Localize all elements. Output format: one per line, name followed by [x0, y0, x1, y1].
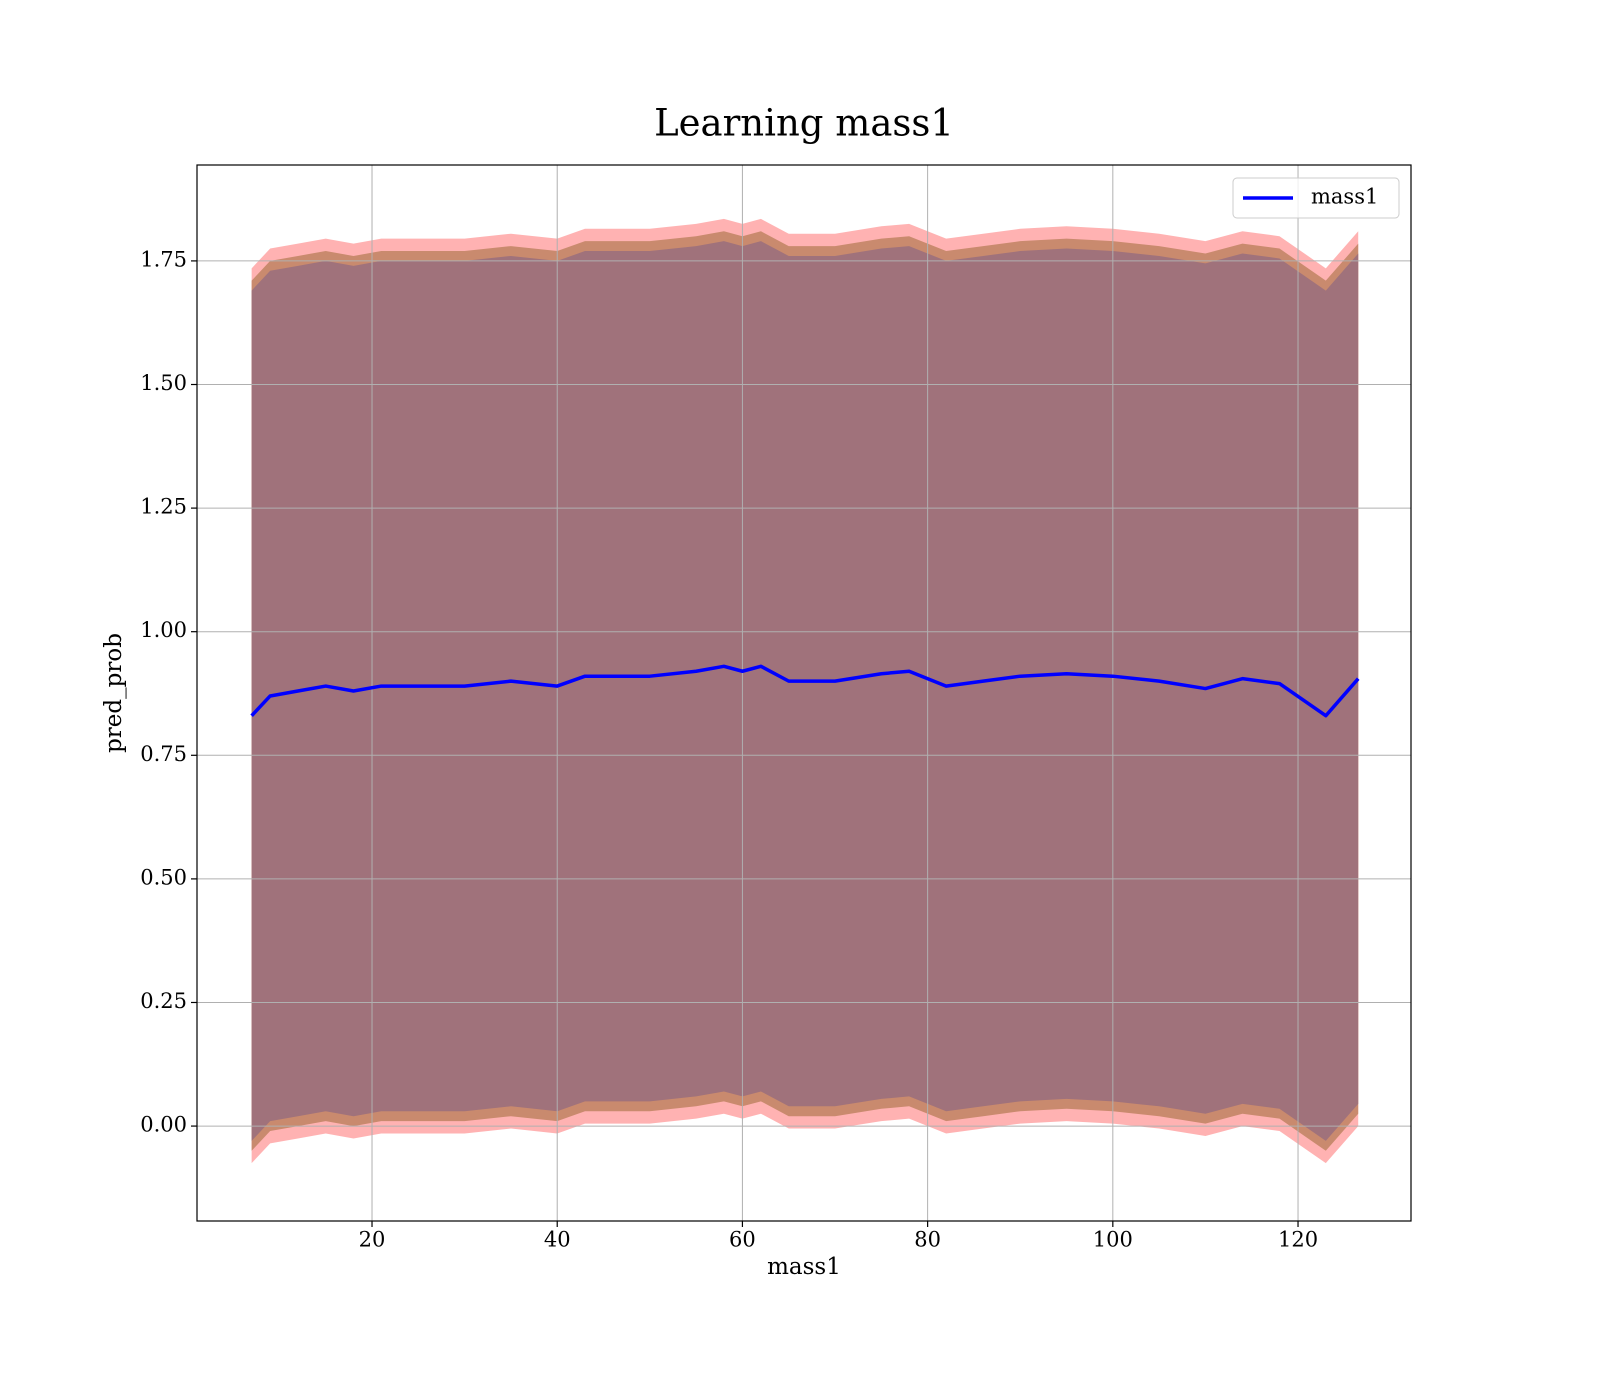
- legend: mass1: [1232, 177, 1400, 219]
- x-tick-label: 60: [729, 1228, 756, 1252]
- y-tick-label: 1.50: [140, 371, 187, 395]
- line: [250, 664, 1360, 718]
- x-tick-label: 20: [359, 1228, 386, 1252]
- chart-title: Learning mass1: [654, 102, 954, 145]
- x-tick-label: 80: [914, 1228, 941, 1252]
- legend-box: [1232, 177, 1400, 219]
- y-tick-label: 0.75: [140, 742, 187, 766]
- y-tick-label: 0.50: [140, 865, 187, 889]
- x-tick-label: 120: [1278, 1228, 1318, 1252]
- x-tick-label: 100: [1093, 1228, 1133, 1252]
- y-axis-label: pred_prob: [101, 633, 127, 753]
- y-tick-label: 1.75: [140, 247, 187, 271]
- x-tick-label: 40: [544, 1228, 571, 1252]
- legend-label: mass1: [1311, 185, 1378, 209]
- x-axis-label: mass1: [767, 1254, 841, 1280]
- y-tick-label: 1.00: [140, 618, 187, 642]
- y-tick-label: 0.00: [140, 1113, 187, 1137]
- plot-frame: [196, 164, 1412, 1222]
- y-tick-label: 0.25: [140, 989, 187, 1013]
- y-tick-label: 1.25: [140, 495, 187, 519]
- band: [251, 241, 1359, 1141]
